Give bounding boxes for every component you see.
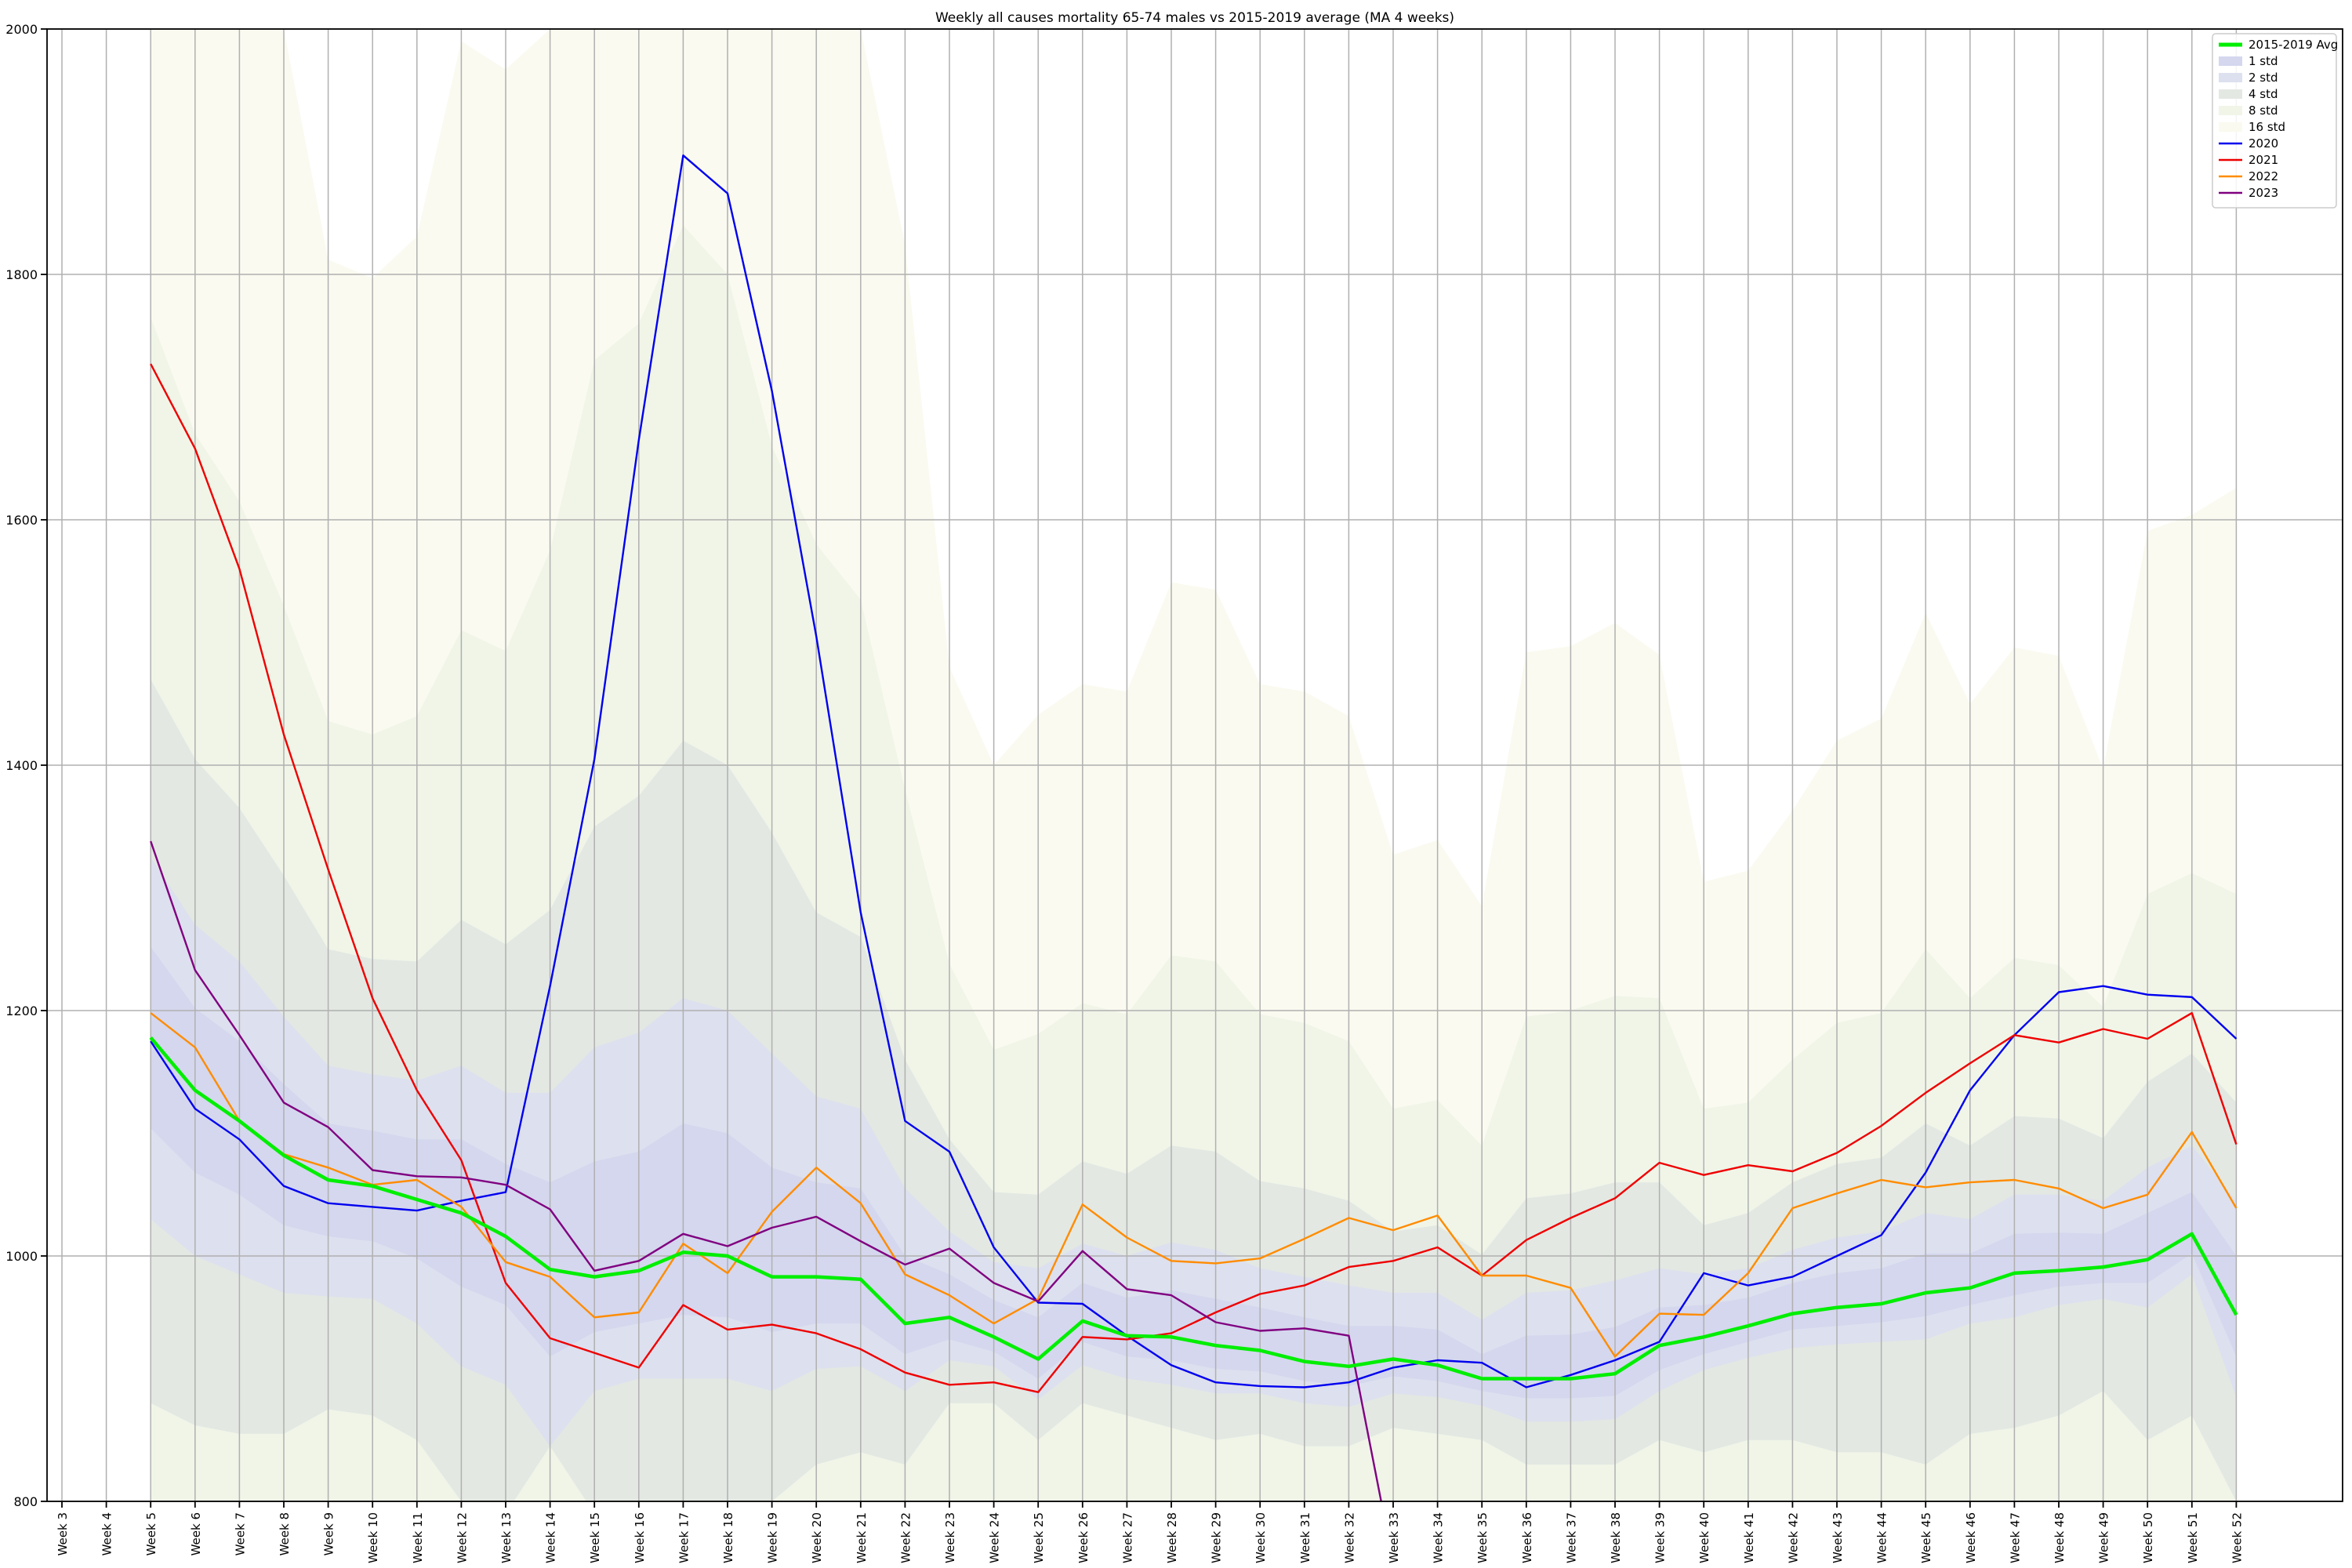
x-tick-label: Week 38 [1609, 1512, 1623, 1563]
x-tick-label: Week 27 [1120, 1512, 1134, 1563]
legend-label: 2015-2019 Avg [2249, 38, 2338, 52]
x-tick-label: Week 14 [544, 1512, 558, 1563]
x-tick-label: Week 5 [144, 1512, 158, 1555]
legend: 2015-2019 Avg 1 std 2 std 4 std 8 std 16 std 2… [2212, 33, 2338, 209]
x-tick-label: Week 31 [1298, 1512, 1312, 1563]
series-line-2022 [150, 1012, 2238, 1358]
x-tick-label: Week 11 [411, 1512, 425, 1563]
x-tick-label: Week 3 [56, 1512, 70, 1555]
y-tick-label: 1000 [5, 1249, 38, 1264]
axes: 800 1000 1200 1400 1600 1800 2000 Week 3 Week 4 W… [5, 22, 2343, 1563]
y-tick-label: 1800 [5, 267, 38, 282]
x-tick-label: Week 48 [2053, 1512, 2067, 1563]
x-tick-label: Week 41 [1742, 1512, 1756, 1563]
y-tick-label: 2000 [5, 22, 38, 37]
grid [47, 28, 2343, 1502]
x-tick-label: Week 30 [1254, 1512, 1268, 1563]
legend-label: 2 std [2249, 71, 2278, 85]
series-line-2021 [150, 363, 2238, 1393]
legend-swatch [2219, 122, 2242, 132]
y-tick-label: 1600 [5, 513, 38, 528]
legend-swatch [2219, 73, 2242, 82]
band-1-std [151, 946, 2237, 1399]
legend-box [2212, 33, 2337, 209]
x-tick-label: Week 25 [1032, 1512, 1046, 1563]
x-tick-label: Week 10 [366, 1512, 380, 1563]
x-tick-label: Week 42 [1786, 1512, 1800, 1563]
x-tick-label: Week 13 [499, 1512, 514, 1563]
legend-label: 8 std [2249, 103, 2278, 118]
legend-label: 1 std [2249, 54, 2278, 68]
x-tick-label: Week 49 [2097, 1512, 2111, 1563]
x-tick-label: Week 40 [1697, 1512, 1711, 1563]
x-tick-label: Week 15 [588, 1512, 602, 1563]
series-line-average [149, 1036, 2238, 1381]
x-tick-label: Week 36 [1520, 1512, 1534, 1563]
x-tick-label: Week 34 [1432, 1512, 1446, 1563]
x-tick-label: Week 19 [766, 1512, 780, 1563]
x-tick-label: Week 39 [1653, 1512, 1668, 1563]
x-tick-label: Week 12 [455, 1512, 469, 1563]
legend-label: 4 std [2249, 87, 2278, 101]
legend-swatch [2219, 89, 2242, 99]
x-tick-label: Week 18 [721, 1512, 735, 1563]
x-tick-label: Week 47 [2008, 1512, 2022, 1563]
series-line-2023 [150, 840, 1382, 1501]
series-line-2020 [150, 154, 2238, 1388]
legend-label: 2021 [2249, 153, 2278, 167]
x-tick-label: Week 51 [2186, 1512, 2200, 1563]
x-tick-label: Week 44 [1875, 1512, 1889, 1563]
x-tick-label: Week 16 [633, 1512, 647, 1563]
x-tick-label: Week 50 [2141, 1512, 2155, 1563]
legend-label: 16 std [2249, 120, 2285, 134]
x-tick-label: Week 24 [988, 1512, 1002, 1563]
x-tick-label: Week 20 [810, 1512, 824, 1563]
series-lines [149, 154, 2238, 1501]
y-tick-label: 800 [13, 1494, 38, 1509]
x-tick-label: Week 6 [189, 1512, 203, 1555]
x-tick-label: Week 8 [278, 1512, 292, 1555]
y-tick-label: 1200 [5, 1004, 38, 1018]
x-tick-label: Week 28 [1165, 1512, 1179, 1563]
legend-label: 2023 [2249, 186, 2278, 200]
y-tick-label: 1400 [5, 758, 38, 773]
x-tick-label: Week 7 [233, 1512, 247, 1555]
x-tick-label: Week 43 [1831, 1512, 1845, 1563]
legend-label: 2020 [2249, 136, 2278, 151]
x-tick-label: Week 32 [1342, 1512, 1356, 1563]
legend-swatch [2219, 56, 2242, 66]
x-tick-label: Week 37 [1564, 1512, 1578, 1563]
x-tick-label: Week 17 [677, 1512, 691, 1563]
x-tick-label: Week 26 [1076, 1512, 1091, 1563]
x-tick-label: Week 21 [855, 1512, 869, 1563]
x-tick-label: Week 9 [322, 1512, 336, 1555]
x-tick-label: Week 52 [2230, 1512, 2244, 1563]
x-tick-label: Week 23 [943, 1512, 957, 1563]
chart-title: Weekly all causes mortality 65-74 males … [935, 10, 1454, 26]
x-tick-label: Week 46 [1964, 1512, 1978, 1563]
legend-label: 2022 [2249, 169, 2278, 183]
legend-swatch [2219, 106, 2242, 115]
x-tick-label: Week 45 [1919, 1512, 1933, 1563]
x-tick-label: Week 22 [898, 1512, 913, 1563]
x-tick-label: Week 35 [1475, 1512, 1490, 1563]
x-tick-label: Week 33 [1387, 1512, 1401, 1563]
x-tick-label: Week 29 [1210, 1512, 1224, 1563]
x-tick-label: Week 4 [100, 1512, 114, 1555]
